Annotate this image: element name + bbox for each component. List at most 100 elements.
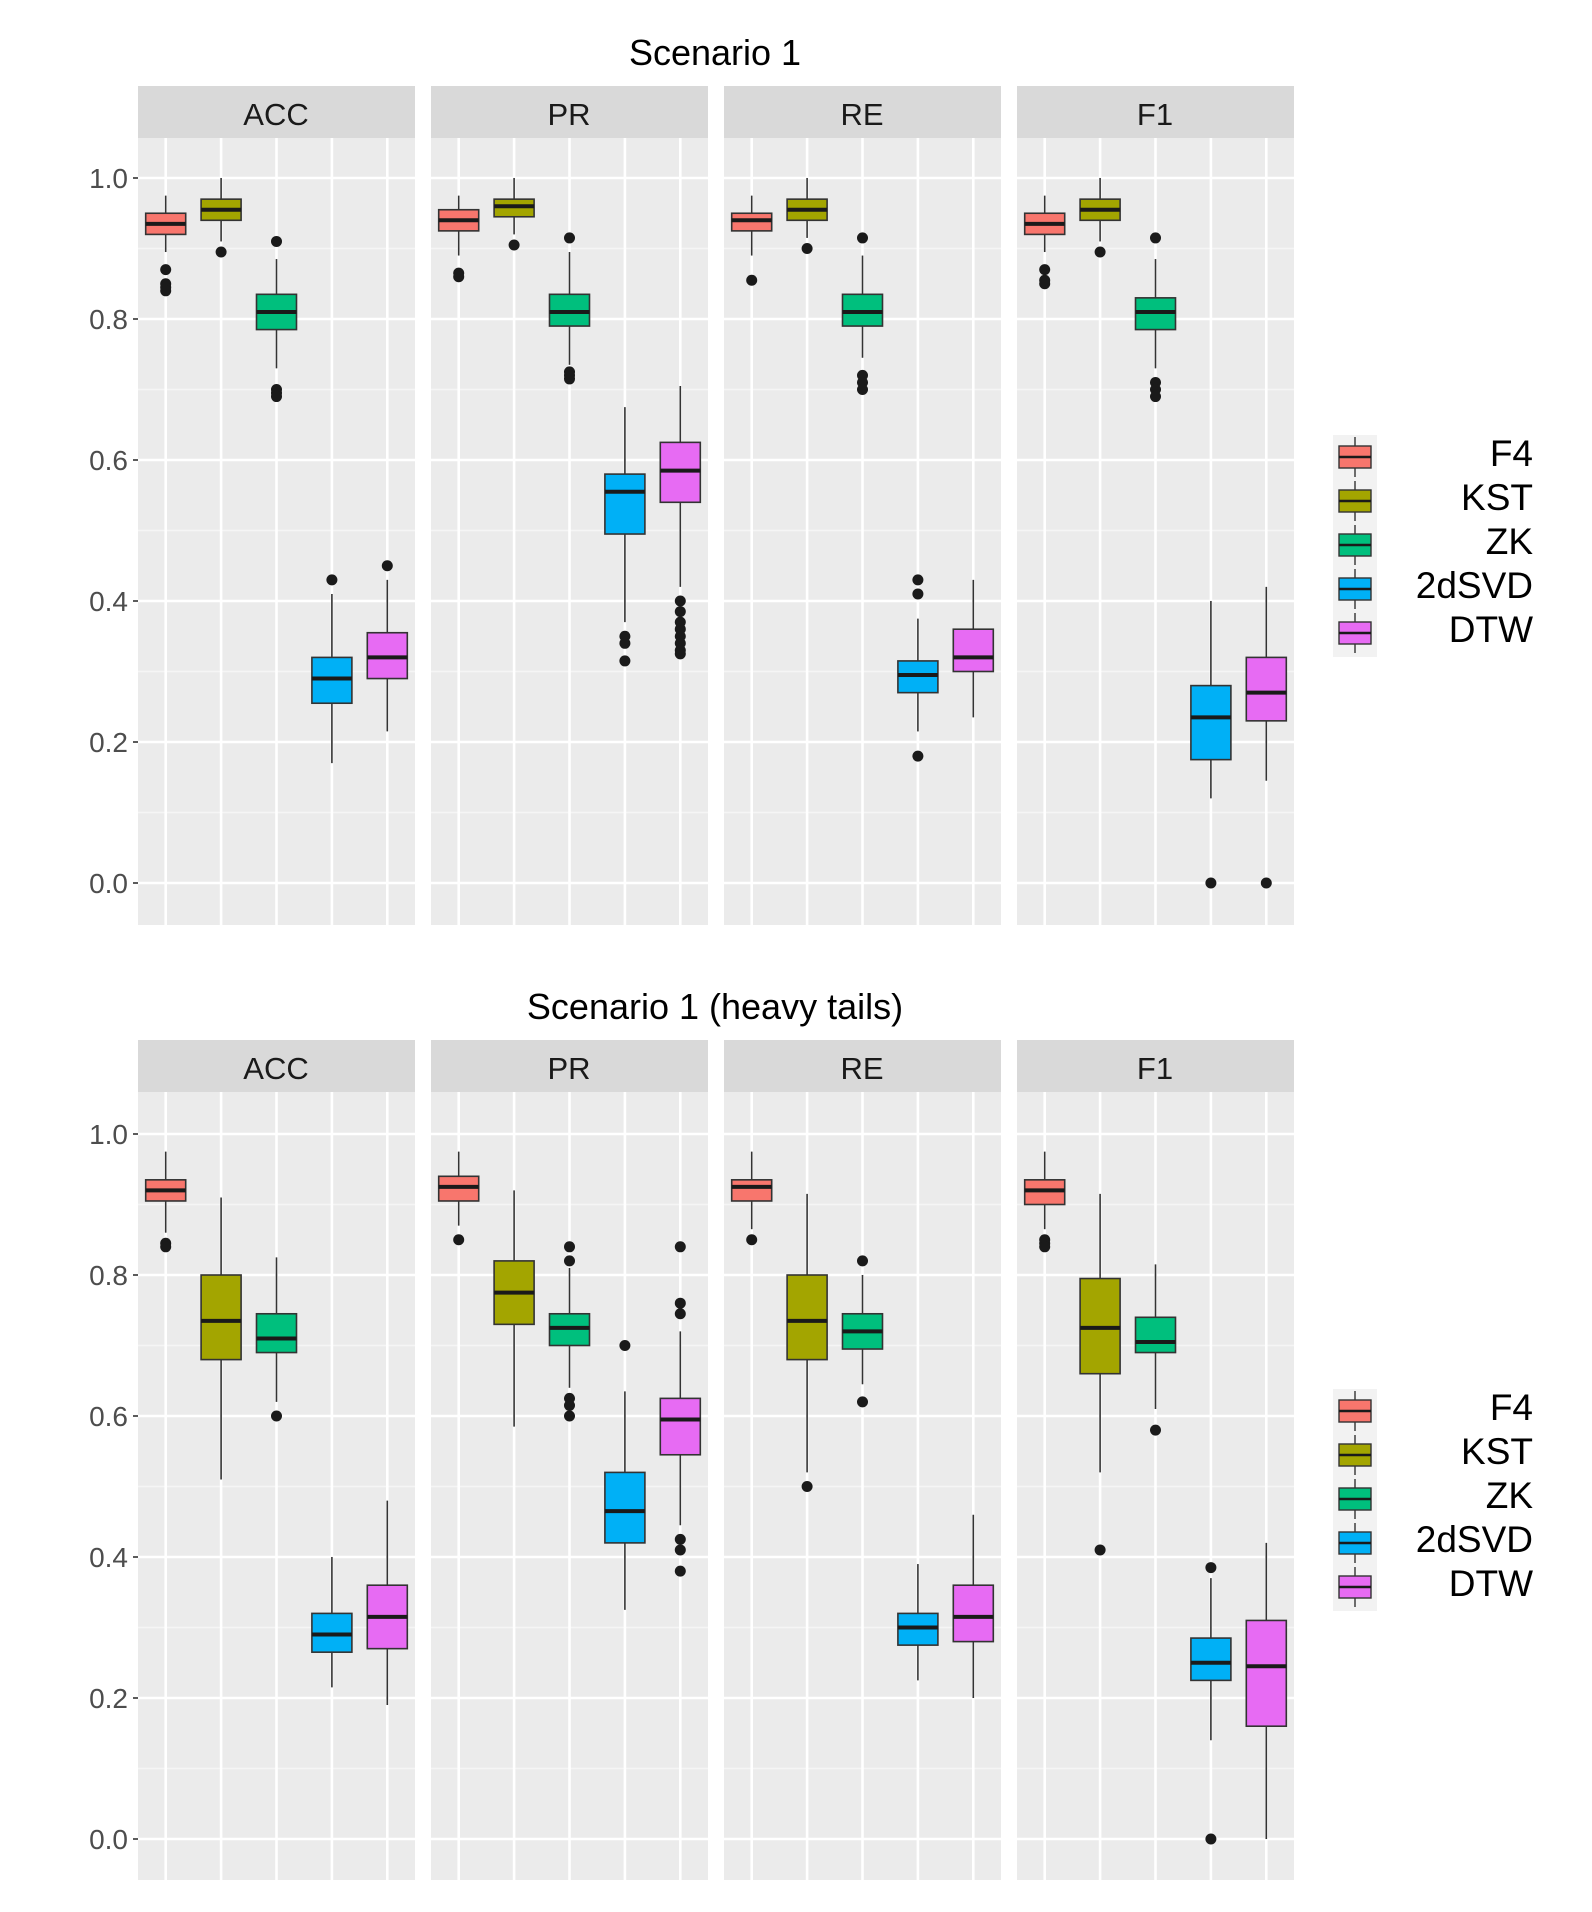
outlier-point bbox=[801, 243, 813, 254]
outlier-point bbox=[674, 1241, 686, 1253]
outlier-point bbox=[619, 1340, 631, 1351]
outlier-point bbox=[674, 606, 686, 618]
outlier-point bbox=[564, 1399, 575, 1411]
outlier-point bbox=[674, 1565, 686, 1577]
outlier-point bbox=[912, 574, 924, 586]
outlier-point bbox=[674, 648, 686, 660]
outlier-point bbox=[508, 239, 520, 251]
legend-label-2dsvd: 2dSVD bbox=[1416, 565, 1533, 606]
outlier-point bbox=[619, 655, 631, 667]
outlier-point bbox=[564, 373, 575, 385]
outlier-point bbox=[564, 1255, 575, 1267]
outlier-point bbox=[381, 560, 393, 572]
outlier-point bbox=[746, 1234, 758, 1246]
strip-label-acc: ACC bbox=[243, 97, 308, 132]
box-body bbox=[1245, 656, 1288, 722]
legend-label-zk: ZK bbox=[1486, 521, 1534, 562]
outlier-point bbox=[1205, 1833, 1217, 1845]
legend-label-2dsvd: 2dSVD bbox=[1416, 1519, 1533, 1560]
y-tick-label: 0.4 bbox=[89, 1542, 128, 1573]
outlier-point bbox=[912, 588, 924, 600]
y-tick-label: 0.6 bbox=[89, 445, 128, 476]
outlier-point bbox=[857, 232, 868, 244]
facet-strip bbox=[1017, 86, 1294, 138]
box-body bbox=[659, 1397, 702, 1456]
outlier-point bbox=[857, 1396, 868, 1408]
facet-strip bbox=[138, 86, 415, 138]
outlier-point bbox=[1039, 278, 1051, 290]
outlier-point bbox=[564, 1410, 575, 1422]
outlier-point bbox=[215, 246, 227, 258]
outlier-point bbox=[271, 391, 282, 403]
outlier-point bbox=[564, 232, 575, 244]
outlier-point bbox=[801, 1481, 813, 1492]
outlier-point bbox=[453, 1234, 465, 1246]
box-body bbox=[604, 473, 646, 535]
box-body bbox=[1245, 1619, 1288, 1727]
outlier-point bbox=[1039, 1241, 1051, 1253]
strip-label-acc: ACC bbox=[243, 1051, 308, 1086]
outlier-point bbox=[912, 750, 924, 762]
y-tick-label: 0.4 bbox=[89, 586, 128, 617]
y-tick-label: 0.6 bbox=[89, 1401, 128, 1432]
box-body bbox=[200, 1274, 242, 1361]
outlier-point bbox=[326, 574, 338, 586]
outlier-point bbox=[674, 1297, 686, 1309]
legend-label-kst: KST bbox=[1461, 1431, 1533, 1472]
legend-label-zk: ZK bbox=[1486, 1475, 1534, 1516]
strip-label-pr: PR bbox=[547, 97, 590, 132]
box-body bbox=[1190, 1637, 1232, 1682]
facet-strip bbox=[431, 1040, 708, 1092]
y-tick-label: 0.0 bbox=[89, 1824, 128, 1855]
box-body bbox=[1134, 1316, 1177, 1354]
chart-title-scenario-1-heavy-tails: Scenario 1 (heavy tails) bbox=[527, 986, 903, 1027]
chart-title-scenario-1: Scenario 1 bbox=[629, 32, 801, 73]
strip-label-f1: F1 bbox=[1137, 1051, 1173, 1086]
facet-strip bbox=[431, 86, 708, 138]
outlier-point bbox=[674, 1533, 686, 1545]
outlier-point bbox=[1150, 1424, 1161, 1436]
y-tick-label: 0.2 bbox=[89, 727, 128, 758]
strip-label-pr: PR bbox=[547, 1051, 590, 1086]
y-tick-label: 1.0 bbox=[89, 1119, 128, 1150]
outlier-point bbox=[674, 1308, 686, 1320]
y-tick-label: 1.0 bbox=[89, 163, 128, 194]
outlier-point bbox=[746, 274, 758, 286]
y-tick-label: 0.8 bbox=[89, 304, 128, 335]
legend-label-dtw: DTW bbox=[1449, 1563, 1533, 1604]
y-tick-label: 0.8 bbox=[89, 1260, 128, 1291]
facet-strip bbox=[724, 1040, 1001, 1092]
outlier-point bbox=[1205, 877, 1217, 889]
facet-strip bbox=[724, 86, 1001, 138]
outlier-point bbox=[1150, 391, 1161, 403]
outlier-point bbox=[674, 595, 686, 607]
box-body bbox=[786, 1274, 828, 1361]
outlier-point bbox=[1150, 232, 1161, 244]
outlier-point bbox=[674, 1544, 686, 1556]
y-tick-label: 0.0 bbox=[89, 868, 128, 899]
strip-label-re: RE bbox=[840, 97, 883, 132]
facet-strip bbox=[1017, 1040, 1294, 1092]
box-body bbox=[255, 1312, 298, 1354]
outlier-point bbox=[857, 384, 868, 395]
outlier-point bbox=[619, 637, 631, 649]
strip-label-re: RE bbox=[840, 1051, 883, 1086]
legend-label-dtw: DTW bbox=[1449, 609, 1533, 650]
facet-strip bbox=[138, 1040, 415, 1092]
legend-label-f4: F4 bbox=[1490, 433, 1533, 474]
outlier-point bbox=[1039, 264, 1051, 276]
outlier-point bbox=[1205, 1562, 1217, 1574]
box-body bbox=[1190, 684, 1232, 761]
box-body bbox=[730, 1179, 773, 1202]
box-body bbox=[952, 628, 995, 673]
outlier-point bbox=[271, 1410, 282, 1422]
strip-label-f1: F1 bbox=[1137, 97, 1173, 132]
outlier-point bbox=[271, 235, 282, 247]
outlier-point bbox=[453, 271, 465, 283]
box-body bbox=[604, 1471, 646, 1544]
outlier-point bbox=[1094, 246, 1106, 258]
y-tick-label: 0.2 bbox=[89, 1683, 128, 1714]
box-body bbox=[952, 1584, 995, 1643]
outlier-point bbox=[857, 1255, 868, 1267]
